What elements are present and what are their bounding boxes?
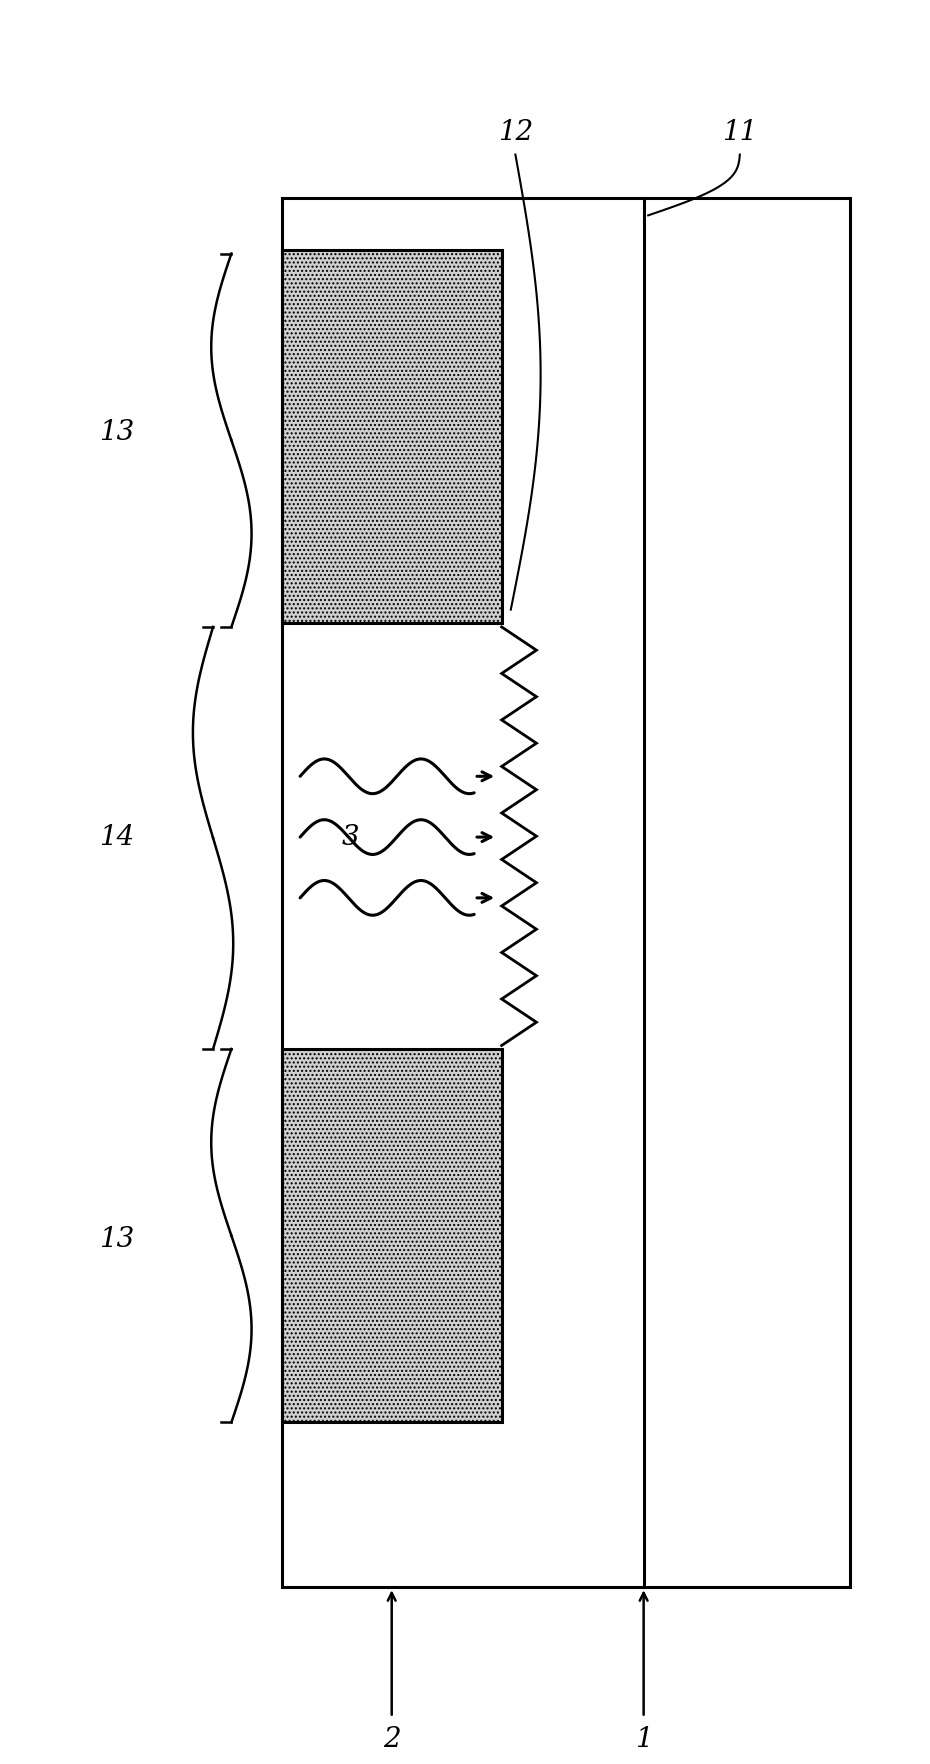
Bar	[282, 250, 501, 623]
Text: 12: 12	[498, 118, 533, 146]
Text: 1: 1	[635, 1727, 653, 1753]
Bar	[282, 1050, 501, 1422]
Text: 14: 14	[100, 824, 135, 850]
Text: 13: 13	[100, 418, 135, 446]
Text: 11: 11	[723, 118, 757, 146]
Bar	[282, 198, 850, 1588]
Text: 3: 3	[341, 824, 359, 850]
Text: 13: 13	[100, 1226, 135, 1254]
Text: 2: 2	[383, 1727, 401, 1753]
